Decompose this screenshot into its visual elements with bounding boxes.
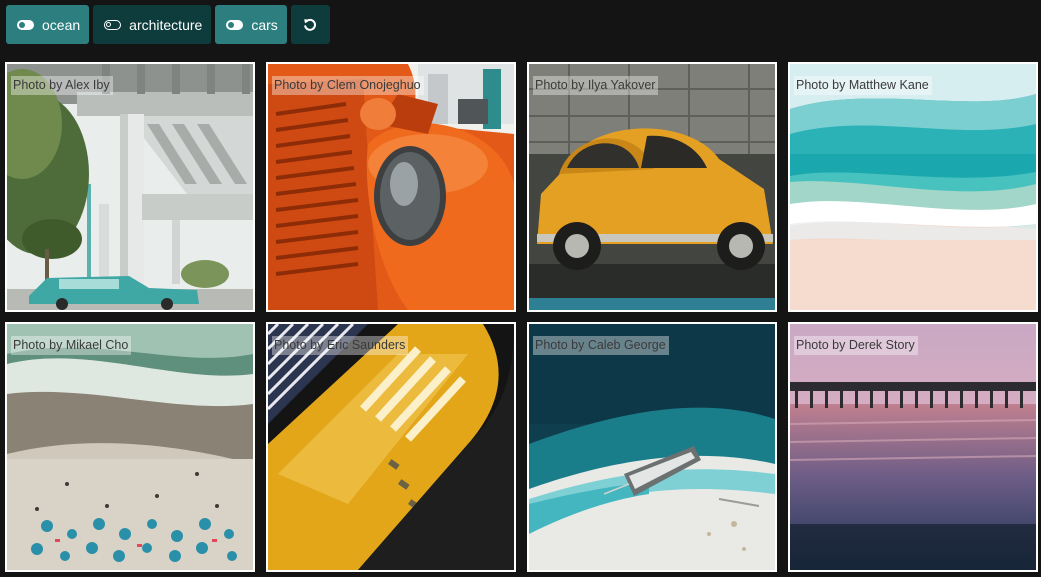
photo-card[interactable]: Photo by Matthew Kane [788, 62, 1038, 312]
photo-card[interactable]: Photo by Ilya Yakover [527, 62, 777, 312]
photo-image [790, 64, 1036, 310]
toggle-off-icon [104, 19, 122, 30]
photo-caption: Photo by Eric Saunders [272, 336, 409, 355]
toggle-on-icon [17, 19, 34, 30]
photo-card[interactable]: Photo by Mikael Cho [5, 322, 255, 572]
filter-cars-button[interactable]: cars [215, 5, 287, 44]
photo-caption: Photo by Clem Onojeghuo [272, 76, 424, 95]
photo-caption: Photo by Caleb George [533, 336, 669, 355]
filter-label: architecture [129, 16, 203, 33]
photo-image [7, 324, 253, 570]
filter-architecture-button[interactable]: architecture [93, 5, 212, 44]
photo-caption: Photo by Derek Story [794, 336, 918, 355]
photo-card[interactable]: Photo by Eric Saunders [266, 322, 516, 572]
photo-card[interactable]: Photo by Alex Iby [5, 62, 255, 312]
photo-image [790, 324, 1036, 570]
photo-caption: Photo by Mikael Cho [11, 336, 132, 355]
photo-image [7, 64, 253, 310]
reset-button[interactable] [290, 5, 330, 44]
photo-card[interactable]: Photo by Derek Story [788, 322, 1038, 572]
photo-image [268, 324, 514, 570]
photo-image [529, 64, 775, 310]
reset-icon [304, 18, 317, 31]
toggle-on-icon [226, 19, 244, 30]
filter-label: cars [251, 16, 278, 33]
filter-toolbar: ocean architecture cars [6, 5, 330, 44]
photo-caption: Photo by Matthew Kane [794, 76, 932, 95]
photo-image [529, 324, 775, 570]
filter-label: ocean [42, 16, 81, 33]
photo-image [268, 64, 514, 310]
photo-caption: Photo by Ilya Yakover [533, 76, 659, 95]
photo-grid: Photo by Alex Iby [5, 62, 1038, 572]
filter-ocean-button[interactable]: ocean [6, 5, 90, 44]
photo-caption: Photo by Alex Iby [11, 76, 113, 95]
photo-card[interactable]: Photo by Caleb George [527, 322, 777, 572]
photo-card[interactable]: Photo by Clem Onojeghuo [266, 62, 516, 312]
